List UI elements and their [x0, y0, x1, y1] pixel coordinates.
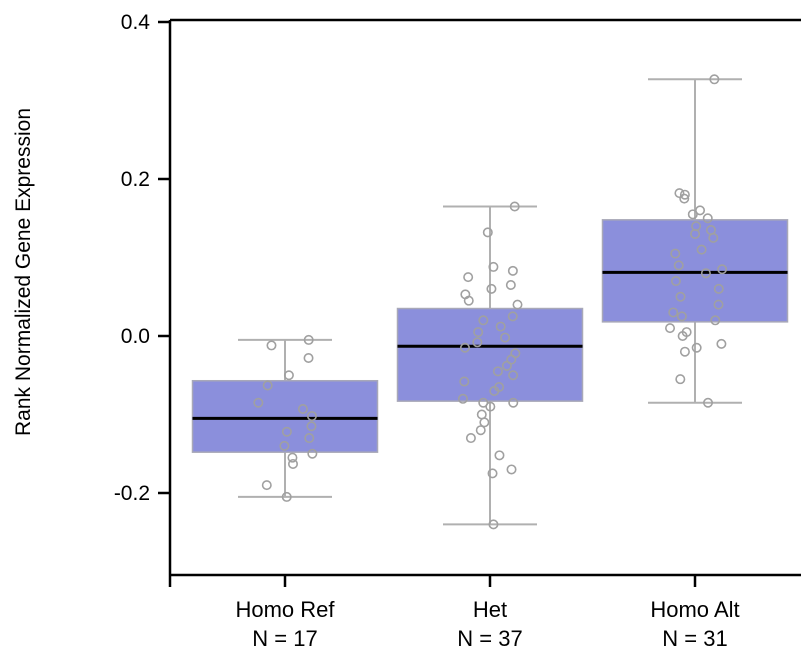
data-point — [708, 232, 719, 243]
box-group-het — [396, 201, 584, 530]
data-point — [459, 376, 470, 387]
data-point — [679, 193, 690, 204]
data-point — [679, 189, 690, 200]
data-point — [710, 315, 721, 326]
data-point — [459, 342, 470, 353]
data-point — [716, 338, 727, 349]
data-point — [472, 337, 483, 348]
data-point — [463, 295, 474, 306]
data-point — [475, 425, 486, 436]
data-point — [676, 311, 687, 322]
y-tick-label: 0.2 — [121, 168, 150, 191]
data-point — [487, 468, 498, 479]
data-point — [507, 265, 518, 276]
data-point — [665, 323, 676, 334]
data-point — [670, 248, 681, 259]
data-point — [675, 374, 686, 385]
data-point — [478, 315, 489, 326]
data-point — [463, 272, 474, 283]
x-category-n: N = 37 — [457, 626, 522, 651]
data-point — [281, 426, 292, 437]
iqr-box — [396, 307, 584, 402]
data-point — [488, 261, 499, 272]
data-point — [492, 366, 503, 377]
data-point — [691, 342, 702, 353]
data-point — [696, 244, 707, 255]
x-category-name: Homo Ref — [235, 597, 335, 622]
data-point — [506, 464, 517, 475]
data-point — [713, 299, 724, 310]
data-point — [512, 299, 523, 310]
data-point — [479, 417, 490, 428]
data-point — [700, 268, 711, 279]
data-point — [307, 448, 318, 459]
iqr-box — [601, 219, 789, 323]
data-point — [717, 264, 728, 275]
data-point — [500, 332, 511, 343]
data-point — [488, 519, 499, 530]
data-point — [709, 74, 720, 85]
y-axis-title: Rank Normalized Gene Expression — [12, 108, 35, 436]
x-category-name: Homo Alt — [650, 597, 739, 622]
y-tick-label: 0.4 — [121, 11, 151, 34]
data-point — [287, 458, 298, 469]
data-point — [283, 370, 294, 381]
data-point — [253, 397, 264, 408]
data-point — [687, 209, 698, 220]
data-point — [507, 311, 518, 322]
data-point — [457, 393, 468, 404]
data-point — [690, 228, 701, 239]
data-point — [703, 397, 714, 408]
data-point — [668, 307, 679, 318]
data-point — [306, 421, 317, 432]
data-point — [303, 352, 314, 363]
data-point — [501, 360, 512, 371]
data-point — [679, 346, 690, 357]
data-point — [303, 334, 314, 345]
data-point — [675, 291, 686, 302]
data-point — [670, 276, 681, 287]
data-point — [508, 370, 519, 381]
data-point — [508, 397, 519, 408]
box-group-homo-ref — [191, 334, 379, 502]
data-point — [495, 321, 506, 332]
box-group-homo-alt — [601, 74, 789, 408]
x-category-n: N = 17 — [252, 626, 317, 651]
data-point — [486, 283, 497, 294]
data-point — [482, 227, 493, 238]
data-point — [297, 404, 308, 415]
data-point — [261, 480, 272, 491]
data-point — [281, 491, 292, 502]
data-point — [489, 385, 500, 396]
data-point — [279, 440, 290, 451]
data-point — [473, 327, 484, 338]
data-point — [287, 452, 298, 463]
y-tick-label: -0.2 — [114, 482, 150, 505]
data-point — [673, 260, 684, 271]
x-category-name: Het — [473, 597, 507, 622]
data-point — [674, 188, 685, 199]
data-point — [494, 450, 505, 461]
data-point — [266, 340, 277, 351]
data-point — [509, 201, 520, 212]
data-point — [478, 397, 489, 408]
y-tick-label: 0.0 — [121, 325, 150, 348]
data-point — [677, 330, 688, 341]
data-point — [465, 433, 476, 444]
data-point — [505, 279, 516, 290]
y-ticks: -0.2 0.0 0.2 0.4 — [114, 11, 170, 505]
data-point — [306, 411, 317, 422]
x-category-n: N = 31 — [662, 626, 727, 651]
box-groups — [191, 74, 789, 530]
data-point — [262, 380, 273, 391]
x-category-labels: Homo Ref N = 17 Het N = 37 Homo Alt N = 31 — [168, 575, 740, 651]
data-point — [713, 283, 724, 294]
data-point — [304, 433, 315, 444]
data-point — [702, 213, 713, 224]
iqr-box — [191, 379, 379, 453]
